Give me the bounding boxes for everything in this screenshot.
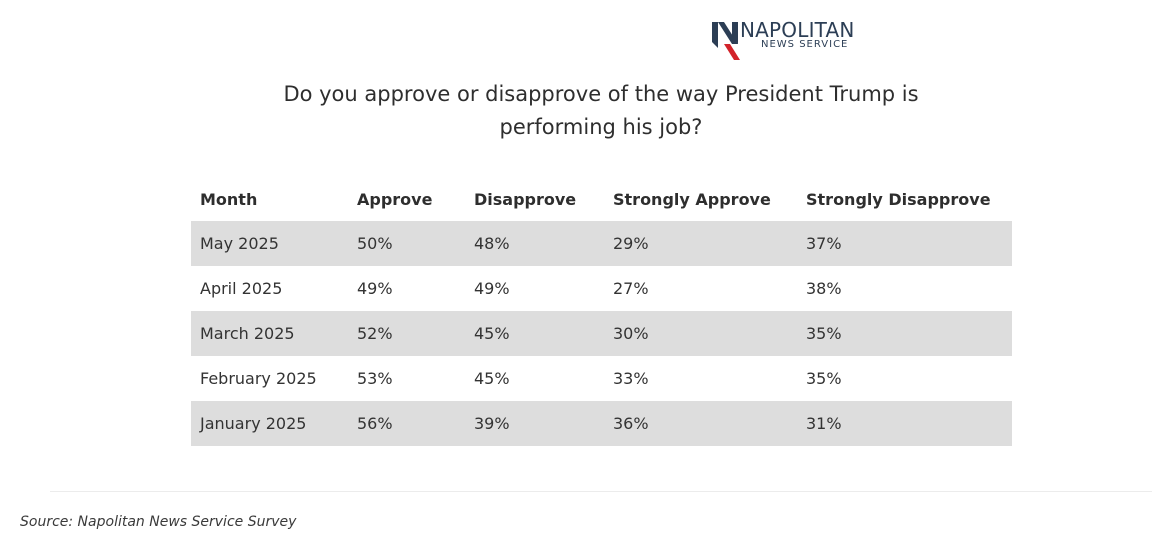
table-row: April 2025 49% 49% 27% 38% — [191, 266, 1012, 311]
cell-month: March 2025 — [191, 311, 348, 356]
table-row: February 2025 53% 45% 33% 35% — [191, 356, 1012, 401]
cell-strongly-approve: 29% — [604, 221, 797, 266]
column-header-disapprove: Disapprove — [474, 189, 577, 209]
column-header-strongly-approve: Strongly Approve — [613, 189, 771, 209]
approval-table: Month Approve Disapprove Strongly Approv… — [191, 177, 1012, 446]
table-row: May 2025 50% 48% 29% 37% — [191, 221, 1012, 266]
table-row: March 2025 52% 45% 30% 35% — [191, 311, 1012, 356]
logo-subtitle: NEWS SERVICE — [761, 39, 849, 50]
napolitan-logo-mark-icon — [712, 22, 740, 60]
cell-strongly-disapprove: 31% — [797, 401, 1012, 446]
cell-disapprove: 48% — [465, 221, 604, 266]
cell-strongly-disapprove: 38% — [806, 279, 842, 298]
cell-disapprove: 45% — [474, 369, 510, 388]
cell-approve: 52% — [348, 311, 465, 356]
cell-strongly-approve: 27% — [613, 279, 649, 298]
cell-strongly-approve: 30% — [604, 311, 797, 356]
column-header-strongly-disapprove: Strongly Disapprove — [806, 189, 991, 209]
cell-approve: 49% — [357, 279, 393, 298]
column-header-month: Month — [200, 189, 258, 209]
table-row: January 2025 56% 39% 36% 31% — [191, 401, 1012, 446]
source-note: Source: Napolitan News Service Survey — [20, 514, 297, 530]
cell-disapprove: 45% — [465, 311, 604, 356]
napolitan-logo: NAPOLITAN NEWS SERVICE — [712, 18, 882, 62]
cell-month: May 2025 — [191, 221, 348, 266]
footer-divider — [50, 491, 1152, 492]
cell-month: February 2025 — [200, 369, 317, 388]
chart-title: Do you approve or disapprove of the way … — [283, 82, 919, 139]
cell-disapprove: 49% — [474, 279, 510, 298]
cell-approve: 53% — [357, 369, 393, 388]
cell-approve: 50% — [348, 221, 465, 266]
cell-approve: 56% — [348, 401, 465, 446]
cell-strongly-disapprove: 35% — [806, 369, 842, 388]
cell-month: January 2025 — [191, 401, 348, 446]
column-header-approve: Approve — [357, 189, 433, 209]
cell-strongly-approve: 33% — [613, 369, 649, 388]
cell-strongly-disapprove: 35% — [797, 311, 1012, 356]
logo-name: NAPOLITAN — [740, 18, 855, 42]
cell-strongly-approve: 36% — [604, 401, 797, 446]
cell-disapprove: 39% — [465, 401, 604, 446]
table-header-row: Month Approve Disapprove Strongly Approv… — [191, 177, 1012, 221]
cell-strongly-disapprove: 37% — [797, 221, 1012, 266]
cell-month: April 2025 — [200, 279, 283, 298]
